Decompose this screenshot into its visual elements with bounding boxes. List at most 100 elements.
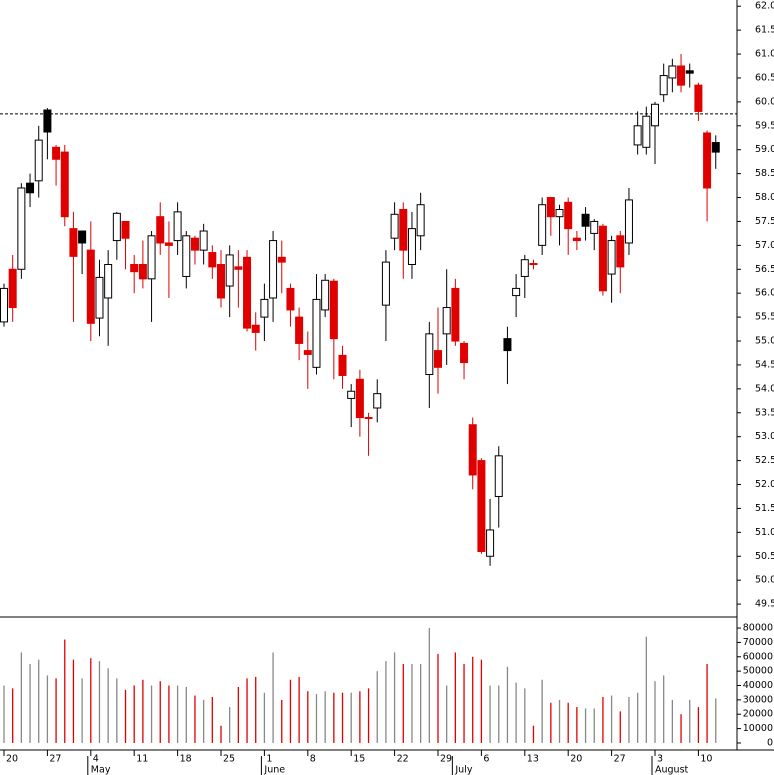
candle-body	[399, 208, 408, 251]
candle-body	[460, 342, 469, 364]
candle-body	[642, 115, 651, 148]
y-tick-label: 58.5	[755, 168, 774, 179]
x-tick-label: 4	[93, 754, 99, 765]
month-label: July	[454, 765, 472, 775]
y-tick-label: 60.0	[755, 96, 774, 107]
candle-body	[390, 213, 399, 239]
candle-body	[295, 316, 304, 344]
y-tick-label: 80000	[743, 623, 773, 634]
candle-body	[138, 263, 147, 280]
candle-body	[659, 75, 668, 96]
candle-body	[260, 298, 269, 318]
x-tick-label: 20	[570, 754, 582, 765]
x-tick-label: 8	[310, 754, 316, 765]
candle-body	[512, 287, 521, 297]
x-tick-label: 3	[657, 754, 663, 765]
candle-body	[685, 70, 694, 74]
y-tick-label: 57.5	[755, 216, 774, 227]
x-tick-label: 25	[223, 754, 235, 765]
candle-body	[451, 287, 460, 342]
y-tick-label: 61.0	[755, 49, 774, 60]
candle-body	[17, 187, 26, 270]
candle-body	[147, 235, 156, 280]
candle-body	[651, 103, 659, 127]
y-tick-label: 40000	[743, 680, 773, 691]
y-tick-label: 70000	[743, 637, 773, 648]
y-tick-label: 60.5	[755, 72, 774, 83]
candle-body	[442, 307, 451, 335]
x-tick-label: 6	[483, 754, 489, 765]
candle-body	[590, 220, 599, 234]
candle-body	[26, 182, 35, 194]
candle-body	[251, 324, 260, 333]
candle-body	[633, 125, 642, 146]
candle-body	[468, 424, 477, 476]
y-tick-label: 50.5	[755, 551, 774, 562]
y-tick-label: 30000	[743, 694, 773, 705]
x-tick-label: 13	[527, 754, 539, 765]
month-label: June	[263, 765, 285, 775]
y-tick-label: 54.5	[755, 359, 774, 370]
candle-body	[520, 259, 529, 277]
x-tick-label: 27	[49, 754, 61, 765]
candle-body	[486, 529, 495, 557]
candle-body	[156, 216, 165, 244]
month-label: August	[655, 765, 689, 775]
candle-body	[598, 225, 607, 292]
candle-body	[477, 460, 486, 552]
candle-body	[321, 279, 330, 311]
y-tick-label: 60000	[743, 651, 773, 662]
y-tick-label: 49.5	[755, 599, 774, 610]
y-tick-label: 53.5	[755, 407, 774, 418]
x-tick-label: 1	[266, 754, 272, 765]
candle-body	[529, 263, 538, 266]
candle-body	[694, 84, 703, 112]
candle-body	[425, 333, 434, 376]
candle-body	[269, 240, 278, 299]
y-tick-label: 62.0	[755, 1, 774, 12]
candle-body	[95, 276, 104, 319]
y-tick-label: 55.0	[755, 336, 774, 347]
candle-body	[8, 268, 17, 309]
candle-body	[43, 109, 52, 133]
candle-body	[329, 280, 338, 340]
candle-body	[234, 266, 243, 270]
candle-body	[538, 204, 547, 246]
x-tick-label: 15	[353, 754, 365, 765]
candle-body	[173, 211, 182, 242]
y-tick-label: 56.5	[755, 264, 774, 275]
candle-body	[164, 242, 173, 246]
y-tick-label: 56.0	[755, 288, 774, 299]
y-tick-label: 57.0	[755, 240, 774, 251]
x-tick-label: 29	[440, 754, 452, 765]
x-tick-label: 10	[700, 754, 712, 765]
y-tick-label: 10000	[743, 723, 773, 734]
y-tick-label: 50.0	[755, 575, 774, 586]
x-tick-label: 27	[614, 754, 626, 765]
candle-body	[130, 263, 139, 273]
candle-body	[60, 151, 69, 218]
y-tick-label: 51.0	[755, 527, 774, 538]
candle-body	[34, 139, 43, 182]
candle-body	[286, 287, 295, 311]
y-tick-label: 53.0	[755, 431, 774, 442]
candle-body	[564, 201, 573, 230]
candle-body	[503, 338, 512, 352]
candle-body	[711, 142, 720, 153]
candle-body	[277, 256, 286, 263]
candle-body	[86, 249, 95, 324]
candle-body	[434, 350, 442, 368]
y-tick-label: 55.5	[755, 312, 774, 323]
candle-body	[112, 212, 121, 242]
y-tick-label: 0	[767, 737, 773, 748]
y-tick-label: 52.5	[755, 455, 774, 466]
month-label: May	[91, 765, 111, 775]
candle-body	[225, 254, 234, 287]
y-tick-label: 59.5	[755, 120, 774, 131]
y-tick-label: 54.0	[755, 383, 774, 394]
candle-body	[572, 237, 581, 242]
candle-body	[494, 455, 503, 497]
candle-body	[416, 204, 425, 237]
x-tick-label: 20	[6, 754, 18, 765]
